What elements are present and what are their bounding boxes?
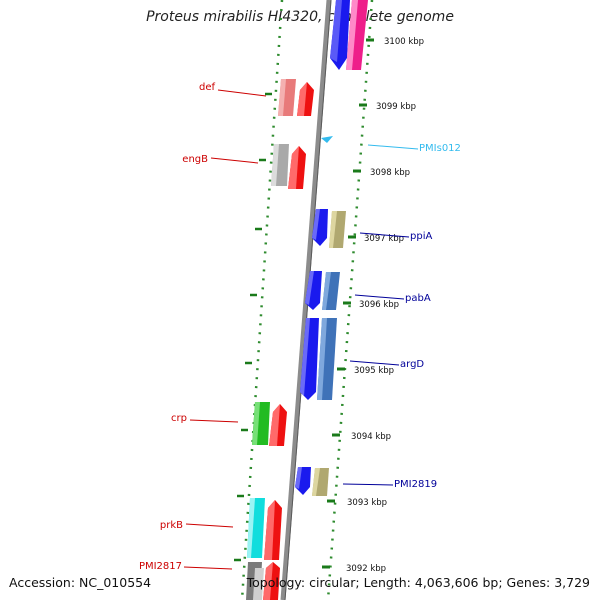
leader-PMI2817 — [183, 566, 233, 570]
gene-label-engB[interactable]: engB — [182, 154, 208, 165]
gene-feature-pabA[interactable] — [305, 271, 340, 310]
ruler-label: 3092 kbp — [346, 564, 386, 574]
gene-label-PMIs012[interactable]: PMIs012 — [419, 143, 461, 154]
gene-label-prkB[interactable]: prkB — [160, 520, 183, 531]
gene-label-PMI2819[interactable]: PMI2819 — [394, 479, 437, 490]
ruler-label: 3093 kbp — [347, 498, 387, 508]
ruler-label: 3097 kbp — [364, 234, 404, 244]
label-leaders — [183, 89, 419, 570]
leader-engB — [210, 157, 259, 164]
ruler-label: 3096 kbp — [359, 300, 399, 310]
gene-feature-def[interactable] — [278, 79, 314, 116]
leader-crp — [189, 419, 239, 423]
gene-feature-prkB[interactable] — [247, 498, 282, 560]
gene-feature-argD[interactable] — [300, 318, 337, 400]
leader-pabA — [354, 294, 405, 300]
leader-ppiA — [359, 232, 410, 238]
ruler-label: 3094 kbp — [351, 432, 391, 442]
outer-tick-track — [326, 0, 374, 600]
gene-label-argD[interactable]: argD — [400, 359, 424, 370]
map-title: Proteus mirabilis HI4320, complete genom… — [146, 9, 454, 25]
inner-tick-track — [240, 0, 284, 600]
gene-labels: def engB PMIs012 ppiA pabA argD crp PMI2… — [139, 82, 461, 572]
ruler-label: 3098 kbp — [370, 168, 410, 178]
leader-argD — [349, 360, 400, 366]
gene-label-def[interactable]: def — [199, 82, 216, 93]
gene-feature-engB[interactable] — [271, 144, 306, 189]
gene-label-pabA[interactable]: pabA — [405, 293, 431, 304]
ruler-label: 3099 kbp — [376, 102, 416, 112]
gene-feature-ppiA[interactable] — [312, 209, 346, 248]
gene-feature-PMI2819[interactable] — [295, 467, 329, 496]
genome-summary-label: Topology: circular; Length: 4,063,606 bp… — [246, 575, 590, 590]
leader-PMI2819 — [342, 483, 394, 486]
gene-feature-crp[interactable] — [252, 402, 287, 446]
leader-def — [217, 89, 267, 97]
gene-label-ppiA[interactable]: ppiA — [410, 231, 432, 242]
ruler-ticks — [234, 38, 374, 569]
leader-prkB — [185, 523, 234, 528]
ruler-label: 3100 kbp — [384, 37, 424, 47]
gene-label-PMI2817[interactable]: PMI2817 — [139, 561, 182, 572]
gene-feature-top-pair[interactable] — [330, 0, 368, 70]
gene-label-crp[interactable]: crp — [171, 413, 187, 424]
gene-feature-PMI2817[interactable] — [246, 562, 280, 600]
ruler-label: 3095 kbp — [354, 366, 394, 376]
leader-PMIs012 — [367, 144, 419, 150]
accession-label: Accession: NC_010554 — [9, 575, 152, 590]
gene-feature-PMIs012[interactable] — [321, 136, 333, 143]
ruler-labels: 3100 kbp 3099 kbp 3098 kbp 3097 kbp 3096… — [346, 37, 424, 574]
